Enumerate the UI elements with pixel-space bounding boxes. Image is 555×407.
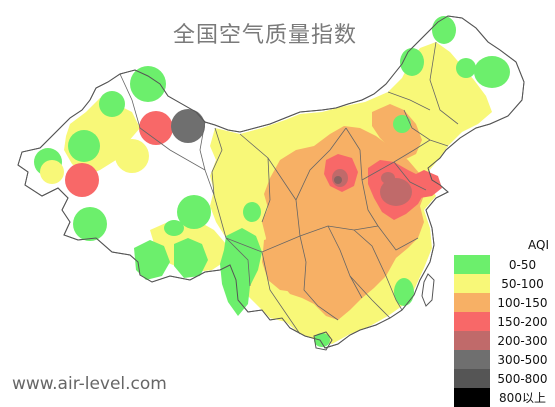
aqi-region-moderate-xj-1 (115, 139, 149, 173)
legend-label: 0-50 (508, 257, 537, 272)
legend-row: 150-200 (454, 312, 555, 331)
aqi-region-moderate-xj-2 (40, 160, 64, 184)
legend-swatch (454, 274, 490, 293)
aqi-region-good-tibet-east (174, 238, 208, 278)
province-borders (119, 41, 459, 335)
legend-label: 200-300 (497, 333, 548, 348)
legend-row: 0-50 (454, 255, 555, 274)
aqi-region-hazardous-xj (171, 109, 205, 143)
aqi-region-unhealthy-xj-2 (65, 163, 99, 197)
aqi-region-good-tibet-s (164, 220, 184, 236)
legend-label: 100-150 (497, 295, 548, 310)
legend-title: AQI (528, 238, 549, 252)
china-outline-border (17, 15, 525, 349)
legend-row: 300-500 (454, 350, 555, 369)
aqi-region-good-xinjiang-4 (73, 207, 107, 241)
legend-row: 200-300 (454, 331, 555, 350)
legend-swatch (454, 369, 490, 388)
aqi-region-very-unhealthy-core (380, 178, 412, 206)
aqi-region-very-unhealthy-beijing (381, 172, 395, 184)
aqi-region-good-xinjiang-1 (130, 66, 166, 102)
map-title: 全国空气质量指数 (172, 23, 357, 48)
legend-label: 800以上 (499, 391, 546, 405)
legend-label: 150-200 (497, 314, 548, 329)
aqi-region-good-heilongjiang-n (432, 16, 456, 44)
legend-label: 300-500 (497, 352, 548, 367)
legend-swatch (454, 255, 490, 274)
aqi-region-unhealthy-shandong (412, 170, 442, 198)
aqi-region-good-heilongjiang (474, 56, 510, 88)
legend-swatch (454, 331, 490, 350)
legend-swatch (454, 388, 490, 407)
legend-swatch (454, 350, 490, 369)
taiwan-island (421, 273, 435, 307)
aqi-legend: AQI 0-50 50-100 100-150 150-200 200-300 … (454, 236, 555, 407)
aqi-region-good-xinjiang-6 (99, 91, 125, 117)
legend-row: 800以上 (454, 388, 555, 407)
aqi-region-good-xinjiang-2 (68, 130, 100, 162)
aqi-region-good-liaoning (393, 115, 411, 133)
legend-label: 500-800 (497, 371, 548, 386)
aqi-region-hazardous-shanxi (334, 176, 342, 184)
aqi-region-good-fujian (394, 278, 414, 306)
aqi-region-good-neimeng-ne (400, 48, 424, 76)
aqi-region-unhealthy-xj-1 (139, 111, 173, 145)
aqi-region-sensitive-north (372, 104, 422, 160)
legend-row: 500-800 (454, 369, 555, 388)
legend-swatch (454, 312, 490, 331)
aqi-region-good-hainan (314, 333, 330, 347)
legend-row: 100-150 (454, 293, 555, 312)
aqi-region-sensitive-sichuan (262, 236, 306, 292)
hainan-island-outline (313, 331, 333, 351)
legend-row: 50-100 (454, 274, 555, 293)
aqi-region-good-qinghai (243, 202, 261, 222)
aqi-region-good-yunnan (220, 228, 262, 316)
site-watermark: www.air-level.com (12, 374, 167, 394)
legend-label: 50-100 (501, 276, 544, 291)
aqi-region-good-xinjiang-5 (177, 195, 211, 229)
aqi-region-good-tibet-west (134, 240, 170, 280)
legend-swatch (454, 293, 490, 312)
aqi-region-good-jilin (456, 58, 476, 78)
